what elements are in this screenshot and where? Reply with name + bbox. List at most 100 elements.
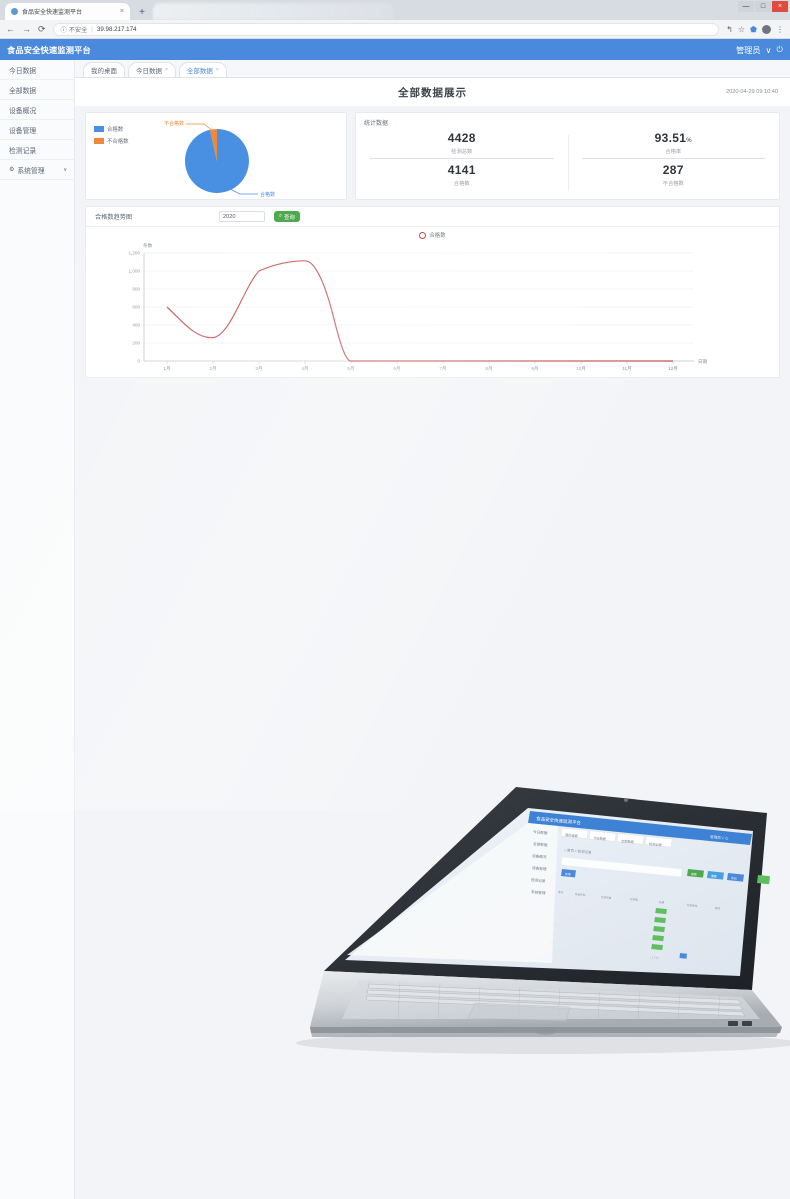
forward-icon[interactable]: → — [22, 24, 31, 34]
omnibox-separator: | — [91, 25, 93, 33]
sidebar-item-all[interactable]: 全部数据 — [0, 80, 74, 100]
search-icon: ⌕ — [279, 213, 283, 219]
line-chart-caption: 合格数趋势图 — [95, 214, 133, 221]
share-icon[interactable]: ↰ — [726, 24, 733, 34]
browser-tab-title: 食品安全快速监测平台 — [22, 10, 83, 16]
svg-text:今日数据: 今日数据 — [593, 835, 607, 841]
tab-today-label: 今日数据 — [136, 68, 162, 75]
puzzle-icon[interactable]: ⬟ — [750, 24, 757, 34]
browser-tab-blurred[interactable] — [153, 3, 393, 20]
stat-rate-suffix: % — [686, 138, 692, 144]
x-tick-dec: 12月 — [668, 366, 678, 372]
laptop-app-brand: 食品安全快速监测平台 — [536, 815, 582, 826]
window-controls: — □ × — [738, 1, 788, 12]
legend-swatch-qualified — [94, 126, 104, 132]
tab-all-data[interactable]: 全部数据 × — [178, 62, 227, 77]
svg-text:全部数据: 全部数据 — [621, 838, 635, 844]
svg-text:检测记录: 检测记录 — [649, 841, 663, 847]
content-title: 全部数据展示 — [398, 86, 467, 99]
browser-toolbar: ← → ⟳ ⓘ 不安全 | 39.98.217.174 ↰ ☆ ⬟ ⋮ — [0, 20, 790, 39]
chevron-down-icon: ∨ — [63, 166, 67, 173]
tab-desktop[interactable]: 我的桌面 — [83, 62, 125, 77]
browser-tab-active[interactable]: 食品安全快速监测平台 × — [5, 3, 130, 20]
new-tab-button[interactable]: + — [139, 6, 145, 18]
svg-text:检测项目: 检测项目 — [601, 895, 612, 900]
back-icon[interactable]: ← — [6, 24, 15, 34]
minimize-button[interactable]: — — [738, 1, 754, 12]
x-tick-mar: 3月 — [255, 366, 262, 372]
app-user-menu[interactable]: 管理员 ∨ ⏻ — [736, 44, 783, 56]
query-button[interactable]: ⌕ 查询 — [274, 211, 300, 222]
legend-item-qualified[interactable]: 合格数 — [94, 125, 129, 133]
security-indicator[interactable]: ⓘ 不安全 — [61, 25, 88, 34]
sidebar-item-system-label: 系统管理 — [17, 167, 45, 175]
svg-text:样品名称: 样品名称 — [575, 892, 586, 897]
sidebar-item-device-manage[interactable]: 设备管理 — [0, 120, 74, 140]
pie-chart-card: 合格数 不合格数 — [85, 112, 347, 200]
address-bar[interactable]: ⓘ 不安全 | 39.98.217.174 — [52, 22, 720, 36]
x-tick-oct: 10月 — [576, 366, 586, 372]
stat-total: 4428 检测总数 — [356, 127, 568, 158]
pie-label-unqualified: 不合格数 — [164, 120, 184, 127]
statistics-caption: 统计数据 — [364, 121, 389, 127]
svg-text:今日数据: 今日数据 — [533, 829, 548, 835]
x-tick-sep: 9月 — [531, 366, 538, 372]
menu-icon[interactable]: ⋮ — [776, 24, 784, 34]
stat-divider — [581, 158, 765, 159]
x-tick-jan: 1月 — [163, 366, 170, 372]
svg-text:设备管理: 设备管理 — [532, 865, 547, 871]
pie-label-qualified: 合格数 — [260, 191, 275, 198]
line-chart-toolbar: 合格数趋势图 2020 ⌕ 查询 — [86, 207, 779, 227]
x-tick-jul: 7月 — [439, 366, 446, 372]
svg-text:检测单位: 检测单位 — [687, 903, 698, 908]
laptop-illustration: 食品安全快速监测平台 管理员∨ ⏻ 今日数据 全部数据 设备概况 设备管理 检测… — [296, 787, 790, 1054]
reload-icon[interactable]: ⟳ — [38, 23, 46, 34]
stat-total-value: 4428 — [447, 131, 476, 145]
chevron-down-icon: ∨ — [765, 45, 772, 55]
info-circle-icon: ⓘ — [60, 26, 67, 34]
stat-unqualified-value: 287 — [662, 163, 684, 177]
tab-today[interactable]: 今日数据 × — [128, 62, 176, 77]
legend-item-unqualified[interactable]: 不合格数 — [94, 137, 129, 145]
favicon-icon — [11, 8, 18, 15]
statistics-card: 统计数据 4428 检测总数 4141 — [355, 112, 780, 200]
star-icon[interactable]: ☆ — [737, 24, 746, 34]
query-button-label: 查询 — [284, 214, 295, 221]
url-text: 39.98.217.174 — [96, 25, 137, 33]
avatar[interactable] — [762, 24, 771, 34]
svg-text:设备概况: 设备概况 — [532, 853, 547, 859]
tab-all-data-label: 全部数据 — [186, 68, 213, 75]
statistics-col-right: 93.51% 合格率 287 不合格数 — [568, 127, 780, 190]
app-tabbar: 我的桌面 今日数据 × 全部数据 × — [75, 60, 790, 78]
svg-text:新增: 新增 — [565, 872, 571, 877]
x-tick-apr: 4月 — [301, 366, 308, 372]
stat-total-label: 检测总数 — [451, 149, 473, 155]
year-input[interactable]: 2020 — [219, 211, 265, 222]
svg-text:检测值: 检测值 — [630, 897, 639, 902]
power-icon[interactable]: ⏻ — [776, 44, 783, 54]
line-chart: 条数 日期 0 200 400 600 800 1,000 1,200 — [129, 242, 708, 372]
laptop-user-label: 管理员∨ ⏻ — [710, 834, 729, 841]
stat-rate: 93.51% 合格率 — [568, 127, 780, 158]
close-icon[interactable]: × — [215, 67, 219, 73]
browser-tabstrip: 食品安全快速监测平台 × + — □ × — [0, 0, 790, 20]
sidebar-item-device-overview[interactable]: 设备概况 — [0, 100, 74, 120]
svg-text:序号: 序号 — [558, 890, 564, 895]
maximize-button[interactable]: □ — [755, 1, 771, 12]
close-icon[interactable]: × — [165, 67, 168, 73]
y-tick-600: 600 — [132, 305, 140, 310]
content-timestamp: 2020-04-29 09:10:40 — [726, 89, 778, 95]
svg-text:系统管理: 系统管理 — [531, 889, 546, 895]
stat-rate-label: 合格率 — [665, 149, 682, 155]
stat-rate-value: 93.51% — [568, 131, 780, 145]
sidebar-item-system[interactable]: ⚙ 系统管理 ∨ — [0, 160, 74, 180]
y-tick-400: 400 — [132, 323, 140, 328]
statistics-grid: 4428 检测总数 4141 合格数 — [356, 127, 779, 190]
sidebar-item-today[interactable]: 今日数据 — [0, 60, 74, 80]
window-close-button[interactable]: × — [772, 1, 788, 12]
line-chart-legend[interactable]: 合格数 — [86, 227, 779, 240]
svg-text:‹ 1 2 3 ›: ‹ 1 2 3 › — [650, 955, 659, 960]
sidebar-item-records[interactable]: 检测记录 — [0, 140, 74, 160]
page-header-bar: 全部数据展示 2020-04-29 09:10:40 — [75, 78, 790, 106]
close-icon[interactable]: × — [119, 8, 124, 15]
